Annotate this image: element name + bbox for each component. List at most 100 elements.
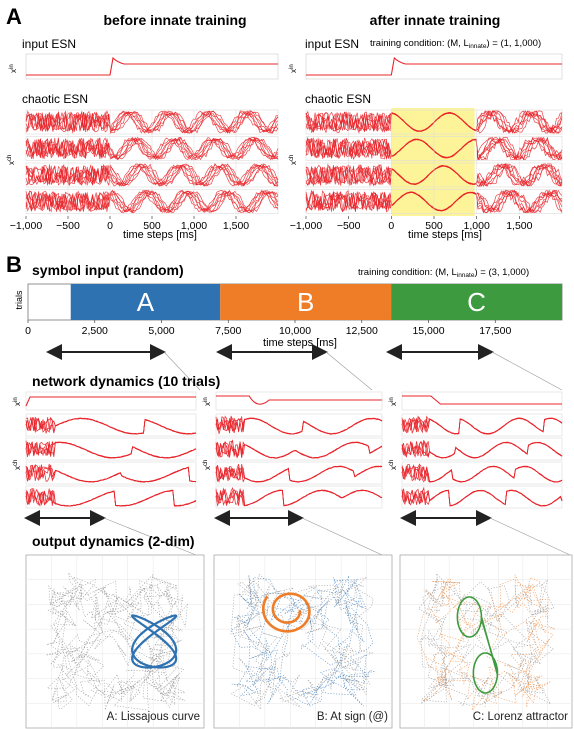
right-chaotic-plot [305, 109, 563, 214]
x-tick-label: −500 [56, 220, 80, 232]
left-chaotic-plot [25, 109, 279, 214]
symbol-segment-b [220, 284, 392, 320]
output-panel-a: A: Lissajous curve [25, 554, 205, 729]
net-trace [25, 440, 197, 459]
net-trace [215, 464, 383, 483]
output-caption: B: At sign (@) [317, 711, 388, 723]
net-trace [401, 464, 563, 483]
lissajous-curve [131, 614, 178, 669]
b-training-condition: training condition: (M, Linnate) = (3, 1… [358, 267, 529, 279]
xch-label: xch [13, 460, 22, 470]
trials-label: trials [14, 290, 24, 310]
left-input-axis: xin [9, 64, 18, 73]
net-trace [401, 415, 563, 435]
right-chaotic-label: chaotic ESN [305, 92, 371, 106]
right-training-condition: training condition: (M, Linnate) = (1, 1… [370, 38, 541, 50]
xin-label: xin [13, 397, 22, 406]
network-panel-c: xin xch [389, 391, 563, 509]
symbol-xlabel: time steps [ms] [263, 337, 337, 349]
x-tick-label: 0 [107, 220, 113, 232]
panel-a-left-title: before innate training [103, 12, 246, 28]
xch-label: xch [203, 460, 212, 470]
output-caption: C: Lorenz attractor [473, 711, 568, 723]
x-tick-label: 2,500 [82, 325, 108, 337]
network-panel-a: xin xch [13, 391, 197, 509]
x-tick-label: 500 [143, 220, 161, 232]
xch-label-right: xch [289, 155, 298, 165]
x-tick-label: 500 [425, 220, 443, 232]
x-tick-label: 0 [25, 325, 31, 337]
right-highlight [391, 108, 475, 216]
symbol-bar: A B C [70, 284, 562, 320]
output-caption: A: Lissajous curve [107, 711, 200, 723]
net-trace [215, 487, 383, 507]
left-input-plot [25, 53, 279, 80]
xch-label: xch [389, 460, 398, 470]
output-panel-b: B: At sign (@) [213, 554, 393, 729]
input-row [215, 391, 383, 411]
xch-label-left: xch [7, 155, 16, 165]
background-trace [230, 573, 374, 711]
x-tick-label: 12,500 [346, 325, 378, 337]
lorenz-curve [456, 596, 499, 694]
net-trace [401, 489, 563, 507]
network-dynamics-panels: xin xch xin xch xin xch [13, 391, 563, 509]
symbol-input-title: symbol input (random) [32, 262, 184, 278]
xin-label-right: xin [289, 64, 298, 73]
right-input-plot [305, 53, 563, 80]
projection-lines-bottom [103, 517, 571, 556]
net-trace [215, 415, 383, 435]
net-trace [215, 439, 383, 459]
symbol-xticks: 0 2,500 5,000 7,500 10,000 12,500 15,000 17,500 [25, 320, 511, 337]
right-xlabel: time steps [ms] [408, 229, 482, 241]
left-xlabel: time steps [ms] [123, 229, 197, 241]
net-trace [25, 464, 197, 483]
x-tick-label: 5,000 [148, 325, 174, 337]
background-trace [230, 575, 375, 707]
left-chaotic-label: chaotic ESN [22, 92, 88, 106]
panel-a-label: A [6, 4, 22, 29]
left-input-trace [26, 56, 278, 76]
network-panel-b: xin xch [203, 391, 383, 509]
symbol-label: C [467, 287, 486, 317]
net-trace [401, 439, 563, 459]
net-trace [25, 490, 197, 507]
symbol-segment-a [70, 284, 221, 320]
at-sign-curve [262, 592, 311, 633]
x-tick-label: 1,000 [464, 220, 490, 232]
output-dynamics-panels: A: Lissajous curve B: At sign (@) C: Loren… [25, 554, 573, 729]
output-frame [213, 554, 393, 729]
right-input-trace [306, 56, 562, 76]
panel-b-label: B [6, 252, 22, 277]
xin-label: xin [9, 64, 18, 73]
x-tick-label: −1,000 [10, 220, 43, 232]
x-tick-label: 0 [388, 220, 394, 232]
projection-lines-top [163, 351, 563, 391]
output-frame [25, 554, 205, 729]
net-trace [25, 416, 197, 435]
symbol-segment-c [391, 284, 562, 320]
input-row [401, 391, 563, 411]
x-tick-label: 7,500 [215, 325, 241, 337]
x-tick-label: −500 [337, 220, 361, 232]
symbol-label: B [297, 287, 314, 317]
input-trace [402, 395, 562, 405]
xin-label: xin [389, 397, 398, 406]
x-tick-label: 1,500 [506, 220, 532, 232]
x-tick-label: 10,000 [279, 325, 311, 337]
x-tick-label: 17,500 [479, 325, 511, 337]
input-row [25, 391, 197, 411]
x-tick-label: −1,000 [290, 220, 323, 232]
output-panel-c: C: Lorenz attractor [399, 554, 573, 729]
left-xticks: −1,000 −500 0 500 1,000 1,500 [10, 216, 249, 232]
output-title: output dynamics (2-dim) [32, 533, 195, 549]
input-trace [216, 395, 382, 405]
x-tick-label: 1,500 [223, 220, 249, 232]
left-input-label: input ESN [22, 37, 76, 51]
input-trace [25, 396, 196, 407]
net-trace [401, 465, 563, 483]
net-trace [25, 466, 197, 483]
right-xticks: −1,000 −500 0 500 1,000 1,500 [290, 216, 533, 232]
x-tick-label: 15,000 [412, 325, 444, 337]
